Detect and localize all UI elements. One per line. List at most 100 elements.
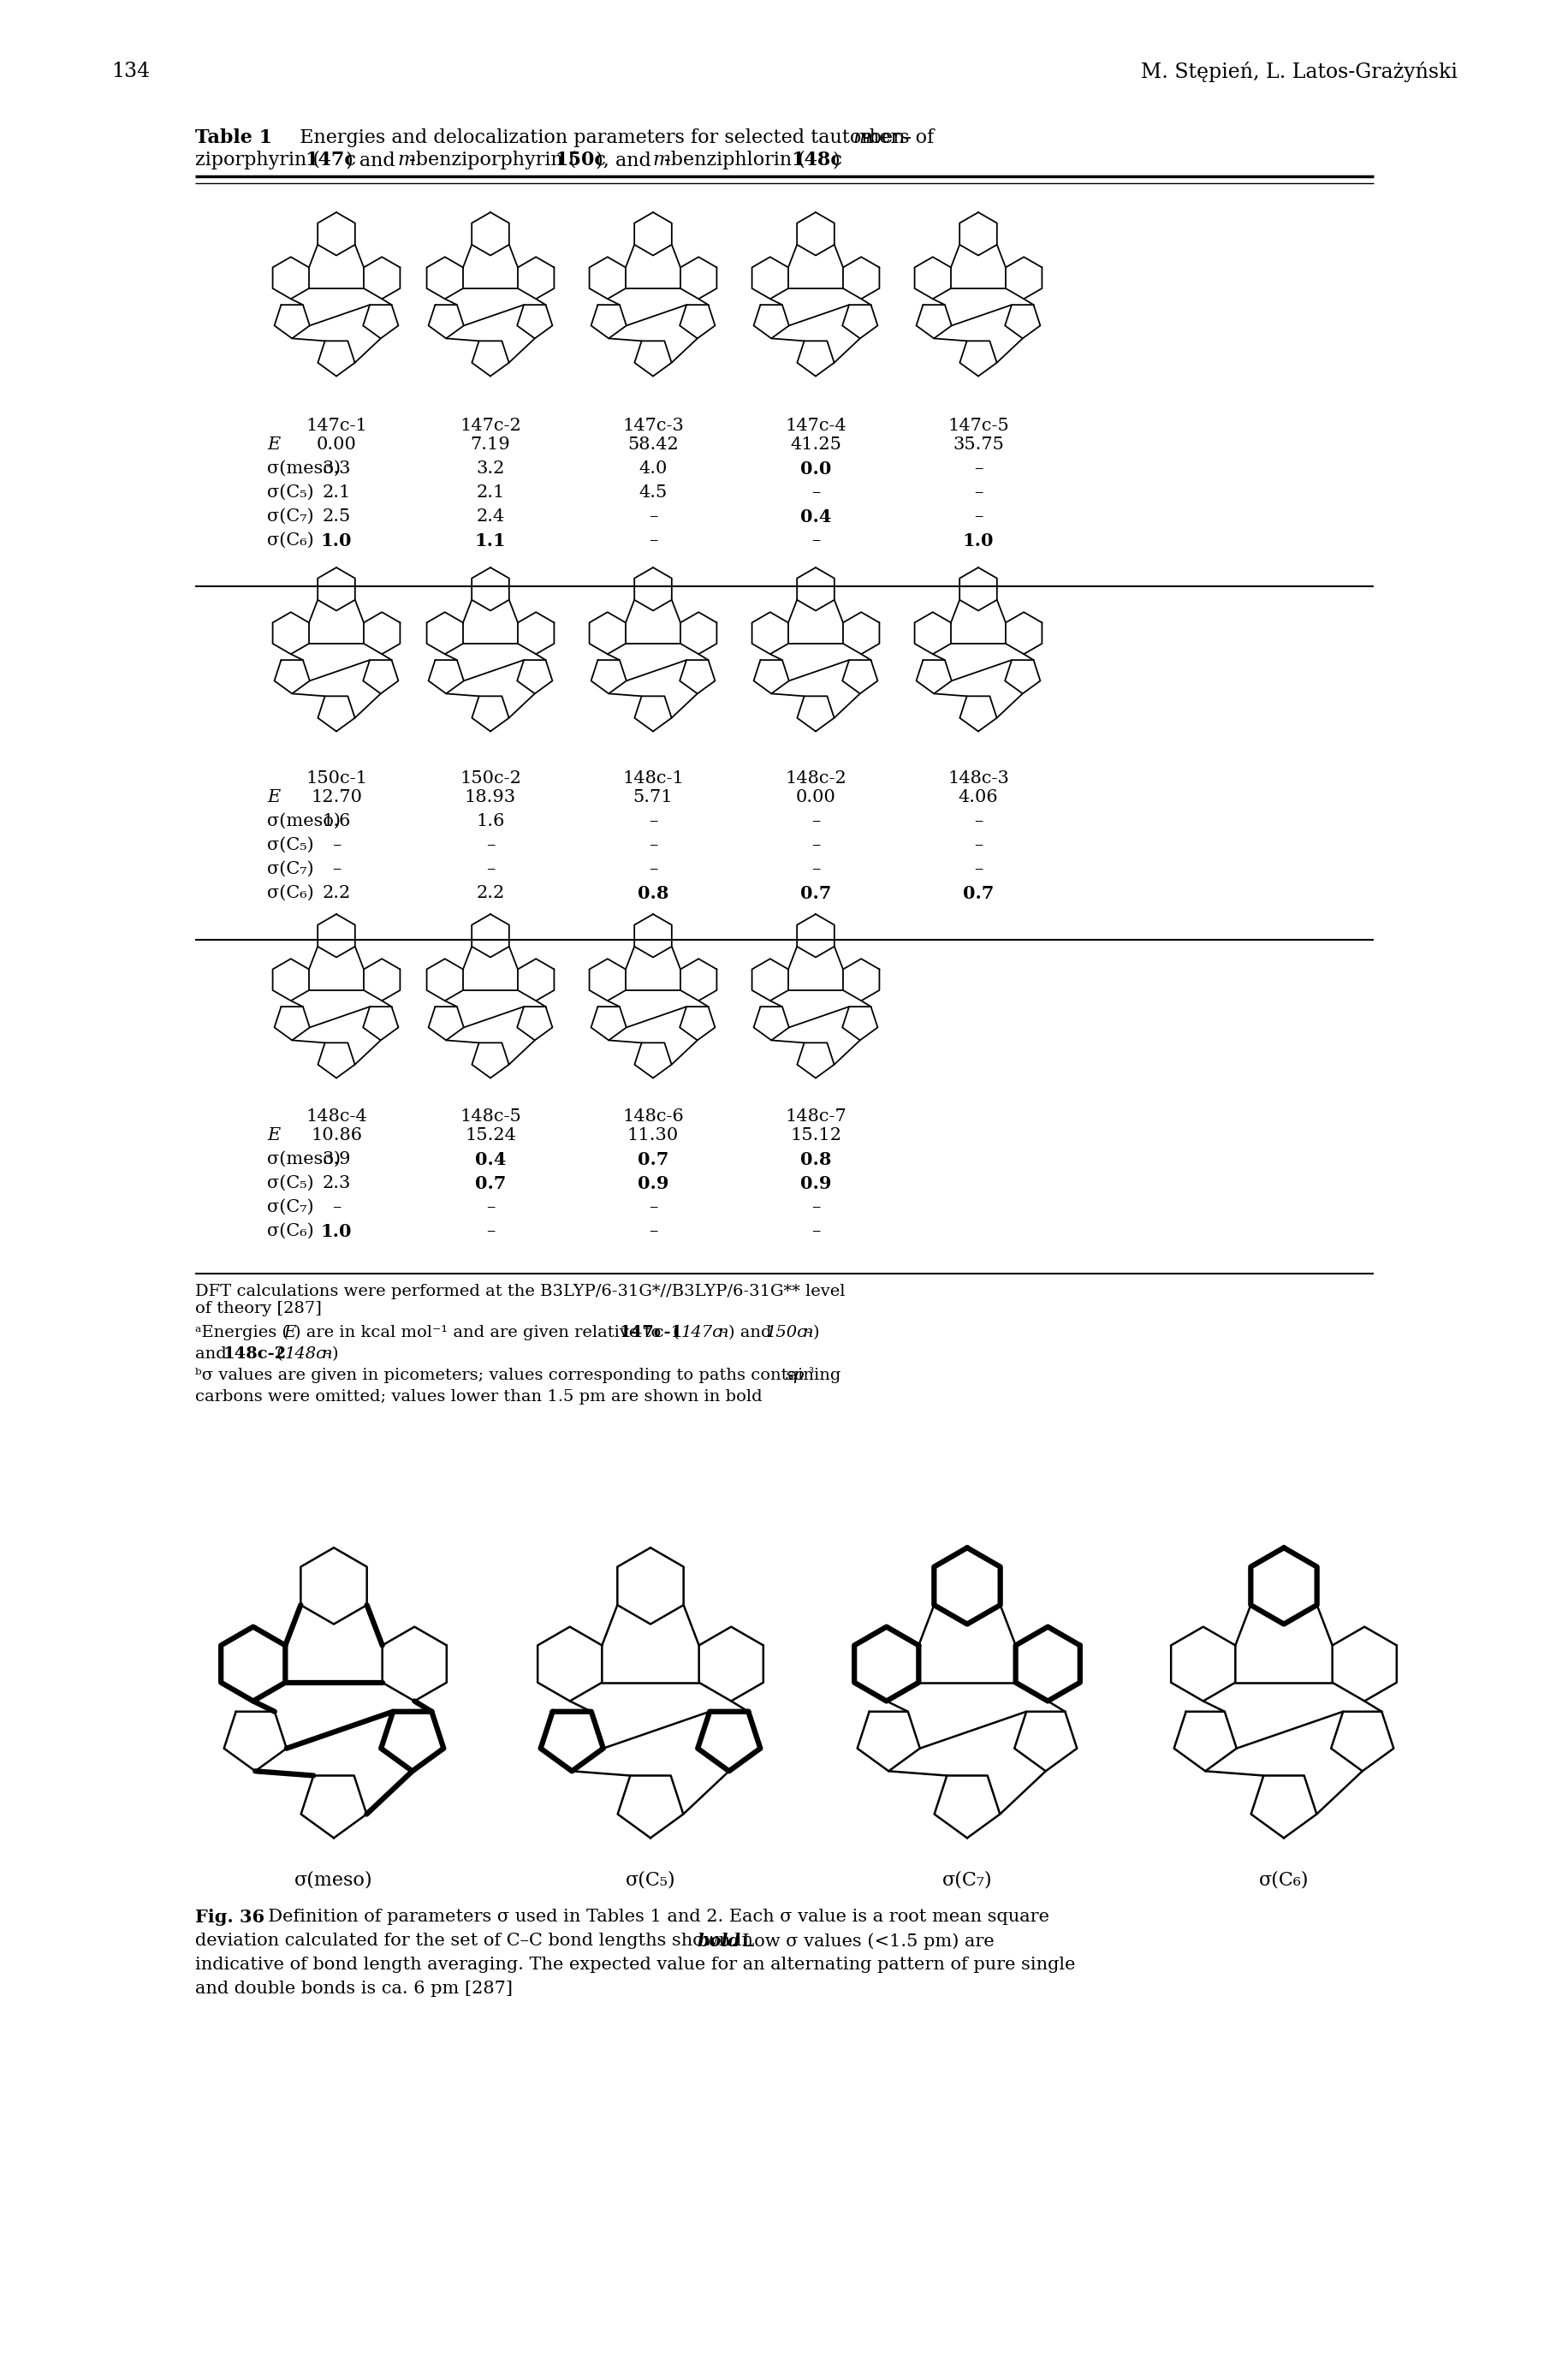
Text: M. Stępień, L. Latos-Grażyński: M. Stępień, L. Latos-Grażyński xyxy=(1140,62,1457,83)
Text: –: – xyxy=(811,532,820,549)
Text: carbons were omitted; values lower than 1.5 pm are shown in bold: carbons were omitted; values lower than … xyxy=(194,1390,762,1404)
Text: σ(C₅): σ(C₅) xyxy=(267,1176,314,1190)
Text: 148c-4: 148c-4 xyxy=(306,1107,367,1124)
Text: 4.06: 4.06 xyxy=(958,789,997,805)
Text: . Low σ values (<1.5 pm) are: . Low σ values (<1.5 pm) are xyxy=(731,1932,994,1948)
Text: σ(C₅): σ(C₅) xyxy=(267,836,314,853)
Text: σ(C₇): σ(C₇) xyxy=(267,1200,314,1217)
Text: Energies and delocalization parameters for selected tautomers of: Energies and delocalization parameters f… xyxy=(287,128,939,147)
Text: –: – xyxy=(648,813,657,829)
Text: –: – xyxy=(486,1224,494,1240)
Text: E: E xyxy=(267,1126,281,1143)
Text: -benziporphyrin (: -benziporphyrin ( xyxy=(409,150,575,169)
Text: 147c-5: 147c-5 xyxy=(947,418,1008,435)
Text: 0.9: 0.9 xyxy=(637,1176,668,1193)
Text: –: – xyxy=(974,813,982,829)
Text: 134: 134 xyxy=(111,62,151,81)
Text: 0.4: 0.4 xyxy=(475,1152,506,1169)
Text: 2.1: 2.1 xyxy=(475,485,505,501)
Text: 148c-1: 148c-1 xyxy=(622,770,684,786)
Text: 148c-: 148c- xyxy=(285,1347,331,1361)
Text: 35.75: 35.75 xyxy=(952,437,1004,454)
Text: σ(C₇): σ(C₇) xyxy=(941,1870,991,1889)
Text: ) and: ) and xyxy=(345,150,401,169)
Text: (: ( xyxy=(668,1326,679,1340)
Text: 12.70: 12.70 xyxy=(310,789,362,805)
Text: Fig. 36: Fig. 36 xyxy=(194,1908,265,1927)
Text: 148c-6: 148c-6 xyxy=(622,1107,684,1124)
Text: 0.0: 0.0 xyxy=(800,461,831,478)
Text: -ben-: -ben- xyxy=(862,128,911,147)
Text: 147c-: 147c- xyxy=(681,1326,728,1340)
Text: 0.9: 0.9 xyxy=(800,1176,831,1193)
Text: 2.2: 2.2 xyxy=(321,884,350,901)
Text: and double bonds is ca. 6 pm [287]: and double bonds is ca. 6 pm [287] xyxy=(194,1982,513,1996)
Text: 18.93: 18.93 xyxy=(464,789,516,805)
Text: 0.8: 0.8 xyxy=(637,884,668,903)
Text: bold: bold xyxy=(696,1932,740,1951)
Text: σ(C₅): σ(C₅) xyxy=(267,485,314,501)
Text: ³: ³ xyxy=(808,1369,812,1380)
Text: –: – xyxy=(811,813,820,829)
Text: –: – xyxy=(648,860,657,877)
Text: 15.24: 15.24 xyxy=(464,1126,516,1143)
Text: Definition of parameters σ used in Tables 1 and 2. Each σ value is a root mean s: Definition of parameters σ used in Table… xyxy=(257,1908,1049,1925)
Text: ) and: ) and xyxy=(728,1326,776,1340)
Text: 2.3: 2.3 xyxy=(321,1176,351,1190)
Text: –: – xyxy=(811,485,820,501)
Text: 0.8: 0.8 xyxy=(800,1152,831,1169)
Text: σ(meso): σ(meso) xyxy=(267,1152,340,1167)
Text: 3.3: 3.3 xyxy=(321,461,351,478)
Text: ᵇσ values are given in picometers; values corresponding to paths containing: ᵇσ values are given in picometers; value… xyxy=(194,1369,845,1383)
Text: Table 1: Table 1 xyxy=(194,128,273,147)
Text: DFT calculations were performed at the B3LYP/6-31G*//B3LYP/6-31G** level: DFT calculations were performed at the B… xyxy=(194,1283,845,1300)
Text: deviation calculated for the set of C–C bond lengths shown in: deviation calculated for the set of C–C … xyxy=(194,1932,759,1948)
Text: 2.1: 2.1 xyxy=(321,485,351,501)
Text: 0.7: 0.7 xyxy=(637,1152,668,1169)
Text: 1.0: 1.0 xyxy=(320,1224,351,1240)
Text: 148c-2: 148c-2 xyxy=(784,770,845,786)
Text: –: – xyxy=(974,836,982,853)
Text: 150c: 150c xyxy=(555,150,605,169)
Text: σ(C₇): σ(C₇) xyxy=(267,860,314,877)
Text: 1.0: 1.0 xyxy=(963,532,994,549)
Text: 147c-1: 147c-1 xyxy=(306,418,367,435)
Text: n: n xyxy=(718,1326,729,1340)
Text: 147c-4: 147c-4 xyxy=(784,418,845,435)
Text: –: – xyxy=(486,836,494,853)
Text: –: – xyxy=(811,860,820,877)
Text: –: – xyxy=(648,532,657,549)
Text: –: – xyxy=(648,1224,657,1240)
Text: n: n xyxy=(803,1326,814,1340)
Text: E: E xyxy=(284,1326,295,1340)
Text: –: – xyxy=(486,1200,494,1217)
Text: ), and: ), and xyxy=(596,150,657,169)
Text: σ(meso): σ(meso) xyxy=(295,1870,373,1889)
Text: m: m xyxy=(851,128,870,147)
Text: σ(C₅): σ(C₅) xyxy=(626,1870,676,1889)
Text: 147c-1: 147c-1 xyxy=(619,1326,684,1340)
Text: E: E xyxy=(267,789,281,805)
Text: 2.2: 2.2 xyxy=(477,884,505,901)
Text: –: – xyxy=(486,860,494,877)
Text: 1.0: 1.0 xyxy=(320,532,351,549)
Text: 11.30: 11.30 xyxy=(627,1126,679,1143)
Text: –: – xyxy=(648,836,657,853)
Text: –: – xyxy=(332,836,340,853)
Text: –: – xyxy=(811,1224,820,1240)
Text: 148c-7: 148c-7 xyxy=(784,1107,845,1124)
Text: 0.7: 0.7 xyxy=(963,884,993,903)
Text: σ(C₆): σ(C₆) xyxy=(1258,1870,1308,1889)
Text: 1.1: 1.1 xyxy=(475,532,506,549)
Text: 148c: 148c xyxy=(790,150,842,169)
Text: 150c-: 150c- xyxy=(765,1326,812,1340)
Text: 1.6: 1.6 xyxy=(475,813,505,829)
Text: –: – xyxy=(974,485,982,501)
Text: 150c-2: 150c-2 xyxy=(459,770,521,786)
Text: –: – xyxy=(974,860,982,877)
Text: 1.6: 1.6 xyxy=(321,813,351,829)
Text: 3.2: 3.2 xyxy=(475,461,505,478)
Text: 147c: 147c xyxy=(304,150,356,169)
Text: ): ) xyxy=(332,1347,339,1361)
Text: 3.9: 3.9 xyxy=(321,1152,351,1167)
